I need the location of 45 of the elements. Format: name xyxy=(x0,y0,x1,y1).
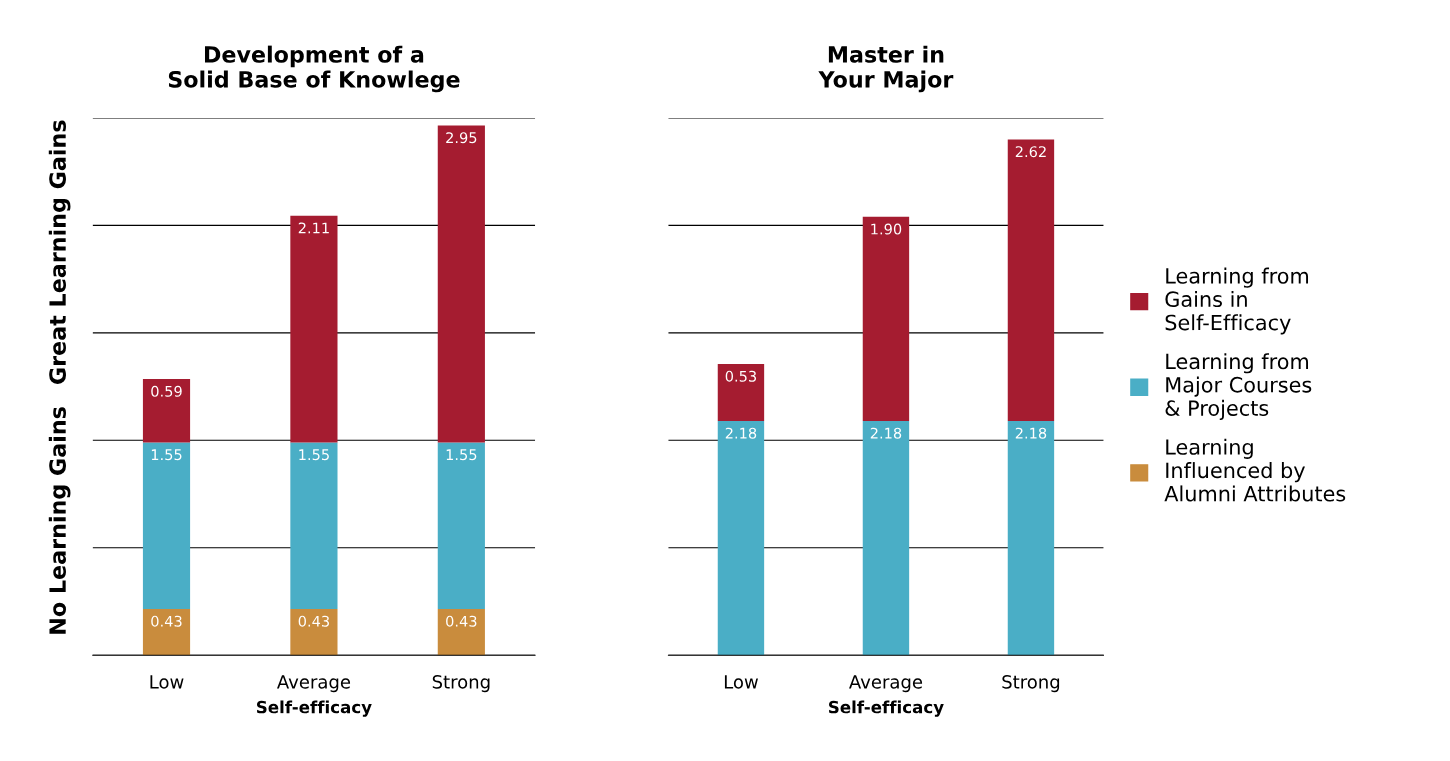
bar xyxy=(862,420,910,656)
data-label: 0.59 xyxy=(151,385,182,397)
data-label: 1.55 xyxy=(446,449,477,461)
bar xyxy=(290,442,338,610)
bar xyxy=(1007,420,1055,656)
bar xyxy=(290,609,338,656)
data-label: 1.90 xyxy=(871,223,902,235)
x-tick-label: Low xyxy=(724,675,758,689)
x-tick-label: Low xyxy=(150,675,184,689)
x-tick-label: Average xyxy=(849,675,923,693)
legend-label: Learning from Major Courses & Projects xyxy=(1165,353,1312,420)
bar xyxy=(437,609,485,656)
legend-label: Learning from Gains in Self-Efficacy xyxy=(1165,267,1309,335)
data-label: 2.18 xyxy=(725,427,757,439)
bar xyxy=(290,215,338,443)
bar xyxy=(142,442,191,610)
x-tick-label: Strong xyxy=(432,674,490,693)
data-label: 1.55 xyxy=(299,449,329,461)
data-label: 0.43 xyxy=(151,615,182,627)
text: Great Learning Gains xyxy=(48,120,71,384)
legend-label: Learning Influenced by Alumni Attributes xyxy=(1164,438,1346,502)
bar xyxy=(862,216,910,421)
bar xyxy=(1007,139,1055,421)
text: No Learning Gains xyxy=(48,407,71,634)
data-label: 0.53 xyxy=(725,370,757,382)
data-label: 1.55 xyxy=(151,449,182,461)
bar xyxy=(437,442,485,610)
x-axis-title: Self-efficacy xyxy=(829,700,944,717)
data-label: 2.62 xyxy=(1015,146,1046,158)
data-label: 2.18 xyxy=(1015,427,1047,439)
chart-title: Development of a Solid Base of Knowlege xyxy=(168,45,460,93)
data-label: 2.11 xyxy=(298,222,329,234)
x-tick-label: Strong xyxy=(1002,674,1060,693)
data-label: 0.43 xyxy=(446,615,477,627)
chart-title: Master in Your Major xyxy=(818,45,954,93)
bar xyxy=(142,609,191,656)
x-axis-title: Self-efficacy xyxy=(256,700,372,717)
data-label: 2.18 xyxy=(870,427,902,439)
data-label: 2.95 xyxy=(446,132,477,144)
bar xyxy=(142,379,191,443)
x-tick-label: Average xyxy=(276,675,351,693)
bar xyxy=(717,420,765,656)
bar xyxy=(717,364,765,421)
data-label: 0.43 xyxy=(298,615,329,627)
bar xyxy=(437,125,485,443)
